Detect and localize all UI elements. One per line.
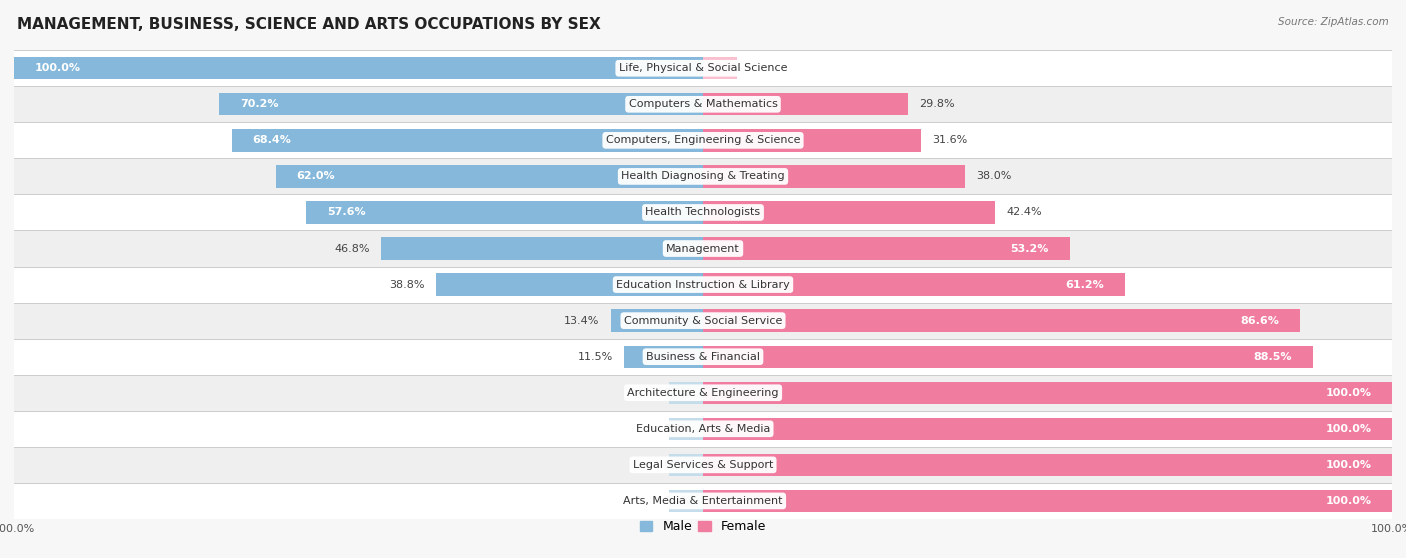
Bar bbox=[232, 129, 703, 152]
Text: Management: Management bbox=[666, 243, 740, 253]
Text: 0.0%: 0.0% bbox=[714, 63, 742, 73]
Text: 46.8%: 46.8% bbox=[335, 243, 370, 253]
Text: MANAGEMENT, BUSINESS, SCIENCE AND ARTS OCCUPATIONS BY SEX: MANAGEMENT, BUSINESS, SCIENCE AND ARTS O… bbox=[17, 17, 600, 32]
Text: 100.0%: 100.0% bbox=[1326, 388, 1371, 398]
Bar bbox=[610, 310, 703, 332]
Bar bbox=[14, 267, 1392, 302]
Bar bbox=[14, 302, 1392, 339]
Bar bbox=[14, 50, 1392, 86]
Text: Arts, Media & Entertainment: Arts, Media & Entertainment bbox=[623, 496, 783, 506]
Bar bbox=[703, 237, 1070, 259]
Text: Education Instruction & Library: Education Instruction & Library bbox=[616, 280, 790, 290]
Text: 0.0%: 0.0% bbox=[664, 496, 692, 506]
Bar bbox=[14, 230, 1392, 267]
Bar bbox=[703, 273, 1125, 296]
Bar bbox=[14, 122, 1392, 158]
Bar bbox=[14, 375, 1392, 411]
Text: 100.0%: 100.0% bbox=[1326, 496, 1371, 506]
Bar bbox=[703, 129, 921, 152]
Text: 68.4%: 68.4% bbox=[253, 136, 291, 145]
Text: Health Technologists: Health Technologists bbox=[645, 208, 761, 218]
Text: 88.5%: 88.5% bbox=[1254, 352, 1292, 362]
Text: 100.0%: 100.0% bbox=[1326, 424, 1371, 434]
Bar bbox=[14, 339, 1392, 375]
Bar bbox=[14, 158, 1392, 194]
Text: 100.0%: 100.0% bbox=[35, 63, 80, 73]
Text: 53.2%: 53.2% bbox=[1011, 243, 1049, 253]
Text: 100.0%: 100.0% bbox=[1326, 460, 1371, 470]
Bar bbox=[307, 201, 703, 224]
Text: 61.2%: 61.2% bbox=[1066, 280, 1104, 290]
Text: Business & Financial: Business & Financial bbox=[645, 352, 761, 362]
Text: 13.4%: 13.4% bbox=[564, 316, 599, 326]
Text: Legal Services & Support: Legal Services & Support bbox=[633, 460, 773, 470]
Bar bbox=[703, 382, 1392, 404]
Bar bbox=[703, 201, 995, 224]
Text: 62.0%: 62.0% bbox=[297, 171, 335, 181]
Text: 42.4%: 42.4% bbox=[1007, 208, 1042, 218]
Text: 11.5%: 11.5% bbox=[578, 352, 613, 362]
Bar bbox=[703, 93, 908, 116]
Text: Computers, Engineering & Science: Computers, Engineering & Science bbox=[606, 136, 800, 145]
Text: Source: ZipAtlas.com: Source: ZipAtlas.com bbox=[1278, 17, 1389, 27]
Text: Life, Physical & Social Science: Life, Physical & Social Science bbox=[619, 63, 787, 73]
Text: Community & Social Service: Community & Social Service bbox=[624, 316, 782, 326]
Bar bbox=[703, 310, 1299, 332]
Text: 70.2%: 70.2% bbox=[240, 99, 278, 109]
Text: 31.6%: 31.6% bbox=[932, 136, 967, 145]
Bar bbox=[14, 411, 1392, 447]
Bar bbox=[703, 57, 738, 79]
Text: 0.0%: 0.0% bbox=[664, 460, 692, 470]
Bar bbox=[14, 86, 1392, 122]
Bar bbox=[14, 57, 703, 79]
Legend: Male, Female: Male, Female bbox=[636, 516, 770, 538]
Bar bbox=[703, 345, 1313, 368]
Bar bbox=[703, 490, 1392, 512]
Bar bbox=[436, 273, 703, 296]
Bar bbox=[381, 237, 703, 259]
Text: 57.6%: 57.6% bbox=[326, 208, 366, 218]
Bar bbox=[703, 454, 1392, 476]
Bar bbox=[219, 93, 703, 116]
Text: Education, Arts & Media: Education, Arts & Media bbox=[636, 424, 770, 434]
Bar bbox=[703, 417, 1392, 440]
Text: 38.8%: 38.8% bbox=[389, 280, 425, 290]
Text: 29.8%: 29.8% bbox=[920, 99, 955, 109]
Bar bbox=[624, 345, 703, 368]
Bar bbox=[669, 382, 703, 404]
Bar bbox=[703, 165, 965, 187]
Bar bbox=[669, 490, 703, 512]
Text: 0.0%: 0.0% bbox=[664, 424, 692, 434]
Text: 0.0%: 0.0% bbox=[664, 388, 692, 398]
Text: Computers & Mathematics: Computers & Mathematics bbox=[628, 99, 778, 109]
Bar bbox=[669, 417, 703, 440]
Bar bbox=[14, 194, 1392, 230]
Text: Architecture & Engineering: Architecture & Engineering bbox=[627, 388, 779, 398]
Bar bbox=[276, 165, 703, 187]
Bar bbox=[14, 447, 1392, 483]
Bar bbox=[14, 483, 1392, 519]
Text: 38.0%: 38.0% bbox=[976, 171, 1011, 181]
Bar bbox=[669, 454, 703, 476]
Text: 86.6%: 86.6% bbox=[1240, 316, 1279, 326]
Text: Health Diagnosing & Treating: Health Diagnosing & Treating bbox=[621, 171, 785, 181]
